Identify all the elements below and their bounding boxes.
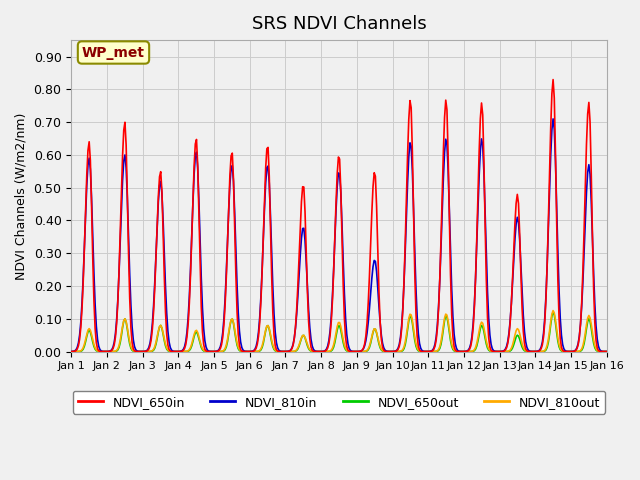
Y-axis label: NDVI Channels (W/m2/nm): NDVI Channels (W/m2/nm) bbox=[15, 112, 28, 279]
Text: WP_met: WP_met bbox=[82, 46, 145, 60]
Legend: NDVI_650in, NDVI_810in, NDVI_650out, NDVI_810out: NDVI_650in, NDVI_810in, NDVI_650out, NDV… bbox=[73, 391, 605, 414]
Title: SRS NDVI Channels: SRS NDVI Channels bbox=[252, 15, 426, 33]
